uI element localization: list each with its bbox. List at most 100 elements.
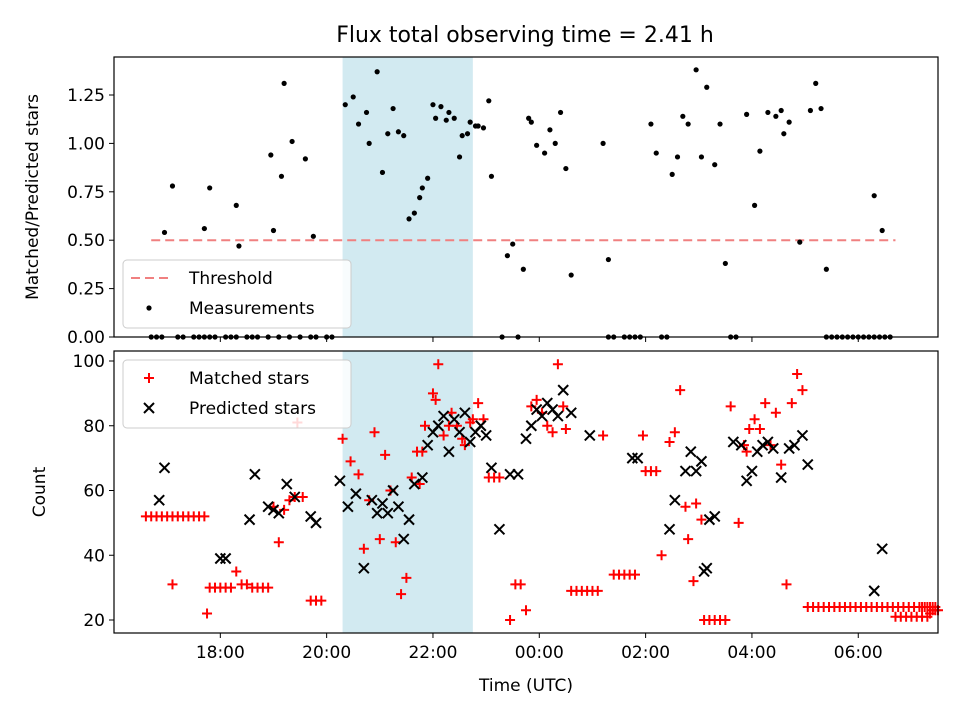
data-point	[547, 127, 553, 133]
highlight-span	[342, 351, 473, 633]
data-point	[358, 562, 370, 574]
data-point	[475, 123, 481, 129]
data-point	[374, 69, 380, 75]
highlight-span	[342, 57, 473, 337]
data-point	[342, 500, 354, 513]
data-point	[231, 566, 242, 577]
legend-label: Measurements	[189, 299, 315, 319]
data-point	[531, 394, 542, 405]
data-point	[690, 465, 702, 477]
y-tick-label: 0.50	[67, 231, 105, 251]
legend-label: Matched stars	[189, 369, 309, 389]
y-tick-label: 80	[83, 417, 105, 437]
data-point	[416, 471, 429, 484]
data-point	[167, 579, 178, 590]
data-point	[765, 109, 771, 116]
data-point	[679, 465, 692, 477]
data-point	[770, 407, 781, 418]
data-point	[629, 569, 640, 580]
data-point	[542, 150, 548, 156]
data-point	[427, 388, 438, 399]
x-tick-label: 00:00	[515, 643, 564, 663]
data-point	[421, 439, 434, 451]
data-point	[395, 129, 402, 135]
data-point	[701, 562, 713, 574]
data-point	[243, 513, 256, 526]
data-point	[297, 491, 308, 502]
data-point	[289, 138, 295, 145]
legend-swatch	[146, 305, 152, 311]
data-point	[153, 494, 165, 506]
data-point	[289, 491, 301, 503]
data-point	[233, 202, 239, 208]
data-point	[493, 523, 506, 536]
data-point	[380, 449, 391, 460]
data-point	[438, 104, 444, 110]
data-point	[459, 407, 471, 419]
data-point	[267, 504, 280, 516]
legend	[122, 259, 352, 329]
data-point	[268, 152, 274, 158]
data-point	[520, 266, 526, 272]
data-point	[703, 513, 716, 526]
data-point	[382, 507, 394, 519]
data-point	[751, 202, 758, 208]
data-point	[584, 429, 596, 442]
data-point	[494, 472, 505, 483]
legend-label: Predicted stars	[189, 399, 316, 419]
data-point	[310, 517, 322, 529]
data-point	[696, 514, 707, 525]
data-point	[637, 430, 648, 441]
x-tick-label: 22:00	[408, 643, 457, 663]
data-point	[680, 501, 691, 512]
data-point	[207, 185, 213, 191]
bottom-panel: 20 40 60 80 100 18:00 20:00 22:00 00:00 02:00 04:0…	[30, 350, 943, 696]
data-point	[358, 543, 369, 554]
data-point	[453, 426, 466, 438]
series-predicted-stars	[153, 384, 888, 597]
data-point	[263, 582, 274, 593]
data-point	[310, 233, 316, 239]
data-point	[526, 115, 532, 121]
series-matched-stars	[140, 359, 943, 625]
data-point	[722, 260, 728, 267]
data-point	[680, 113, 686, 119]
axes-frame	[113, 350, 939, 634]
data-point	[417, 446, 428, 457]
axes-frame	[113, 56, 939, 338]
data-point	[158, 462, 171, 474]
data-point	[504, 253, 510, 259]
data-point	[485, 462, 498, 474]
data-point	[552, 359, 563, 370]
data-point	[695, 455, 708, 468]
data-point	[565, 407, 577, 419]
data-point	[262, 500, 274, 513]
data-point	[201, 225, 207, 232]
data-point	[488, 173, 495, 179]
y-tick-label: 20	[83, 611, 105, 631]
data-point	[337, 433, 348, 444]
data-point	[281, 478, 293, 490]
top-panel: 0.00 0.25 0.50 0.75 1.00 1.25 Matched/Predicte…	[23, 56, 939, 348]
data-point	[788, 439, 801, 451]
data-point	[473, 398, 484, 409]
data-point	[448, 413, 460, 425]
data-point	[273, 507, 285, 519]
data-point	[353, 469, 364, 480]
data-point	[369, 427, 380, 438]
x-tick-label: 06:00	[834, 643, 883, 663]
data-point	[688, 576, 699, 587]
data-point	[419, 185, 425, 191]
data-point	[480, 125, 487, 131]
data-point	[626, 452, 639, 464]
data-point	[563, 165, 569, 172]
data-point	[557, 384, 569, 396]
data-point	[792, 368, 803, 379]
data-point	[345, 456, 356, 467]
data-point	[411, 210, 417, 216]
data-point	[456, 154, 463, 160]
data-point	[520, 432, 532, 445]
data-point	[781, 579, 792, 590]
data-point	[669, 494, 681, 506]
data-point	[558, 401, 569, 412]
